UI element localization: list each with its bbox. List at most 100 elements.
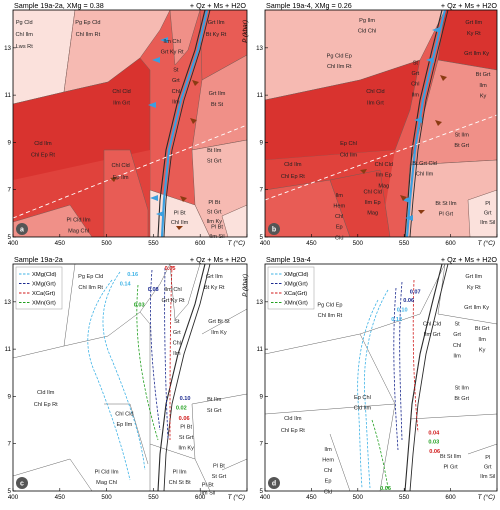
panel-a-field-label: Grt Ilm	[209, 91, 226, 97]
y-tick-label: 7	[8, 187, 12, 194]
panel-d-field-label: Grt	[484, 465, 492, 471]
panel-a-field-label: Chl Ilm	[16, 32, 34, 38]
panel-b-field-label: Chl Ep Rt	[281, 174, 305, 180]
panel-c-field-label: Ilm Ky	[178, 446, 194, 452]
panel-b-field-label: Cld Ilm	[284, 162, 302, 168]
panel-c-field-label: Ilm	[173, 351, 181, 357]
panel-d-isopleth-label: 0.10	[397, 307, 408, 313]
panel-b-field-label: Bt Grt Cld	[412, 161, 437, 167]
x-tick-label: 500	[353, 494, 364, 501]
x-tick-label: 500	[101, 494, 112, 501]
x-tick-label: 450	[306, 240, 317, 247]
panel-d-isopleth-label: 0.12	[391, 317, 402, 323]
y-tick-label: 7	[260, 187, 264, 194]
panel-b-label: b	[272, 227, 276, 234]
panel-c-field-label: Pl Bt	[180, 424, 192, 430]
panel-a-field-label: Ilm Chl	[163, 39, 180, 45]
panel-b-field-label: Cld	[335, 235, 343, 241]
panel-a-field-label: Pl Bt	[208, 200, 220, 206]
panel-c-field-label: Pl Cld Ilm	[95, 469, 119, 475]
panel-c-field-label: Grt Ilm	[206, 274, 223, 280]
panel-b-field-label: Chl Ilm	[416, 172, 434, 178]
panel-c-field-label: Pl Bt	[202, 482, 214, 488]
panel-d-field-label: Chl	[324, 468, 332, 474]
panel-a-field-label: Grt Ilm	[208, 20, 225, 26]
panel-b-fields	[265, 10, 497, 237]
panel-b: Sample 19a-4, XMg = 0.26 + Qz + Ms + H2O	[264, 1, 497, 241]
panel-c-field-label: Grt Bt St	[208, 319, 230, 325]
x-tick-label: 450	[55, 494, 66, 501]
panel-b-field-label: St	[413, 60, 419, 66]
panel-a-field-labels: Pg Cld Chl Ilm Lws Rt Pg Ep Cld Chl Ilm Rt Gr…	[16, 20, 227, 240]
panel-d-legend-entry: XMn(Grt)	[284, 301, 308, 307]
panel-d-field-label: St	[454, 321, 460, 327]
panel-b-field-label: Grt Ilm	[465, 20, 482, 26]
panel-d-field-label: Ilm	[324, 447, 332, 453]
panel-d-isopleth-label: 0.06	[403, 298, 414, 304]
panel-d-field-label: Ilm Sil	[480, 474, 495, 480]
panel-a: Sample 19a-2a, XMg = 0.38 + Qz + Ms + H2…	[12, 1, 248, 240]
panel-a-field-label: Pl Bt	[174, 211, 186, 217]
y-tick-label: 7	[260, 441, 264, 448]
panel-b-field-label: Chl Cld	[375, 162, 393, 168]
panel-b-field-label: Chl Ilm Rt	[327, 64, 352, 70]
x-tick-label: 450	[55, 240, 66, 247]
x-axis-label: T (°C)	[478, 239, 495, 247]
panel-c-field-label: Pl Ilm	[173, 469, 187, 475]
panel-c-legend-entry: XCa(Grt)	[32, 291, 55, 297]
panel-c-field-labels: Pg Ep Cld Chl Ilm Rt Ilm Chl Grt Ky Rt Grt I…	[34, 274, 230, 496]
panel-b-field-label: Pg Ilm	[359, 18, 375, 24]
panel-c-field-label: Ep Ilm	[116, 422, 132, 428]
panel-a-field-label: Bt Ilm	[207, 148, 222, 154]
panel-d-isopleth-labels: 0.07 0.06 0.10 0.12 0.04 0.03 0.06 0.06	[380, 290, 440, 492]
panel-b-field-label: Ky	[480, 93, 487, 99]
panel-d-isopleth-label: 0.07	[410, 290, 421, 296]
panel-c-isopleth-labels: 0.16 0.14 0.08 0.05 0.03 0.10 0.02 0.06	[120, 266, 191, 422]
panel-c-field-label: Mag Chl	[96, 480, 117, 486]
panel-b-field-label: Ilm	[479, 83, 487, 89]
panel-a-field-label: Ep Ilm	[113, 175, 129, 181]
panel-d: Sample 19a-4 + Qz + Ms + H2O	[264, 255, 497, 495]
panel-c-isopleth-label: 0.05	[165, 266, 176, 272]
panel-b-blue-arrows	[402, 27, 440, 221]
panel-b-field-label: Ilm	[336, 193, 344, 199]
panel-d-legend-entry: XMg(Cld)	[284, 272, 309, 278]
panel-c-field-label: Ilm Chl	[164, 287, 181, 293]
x-tick-label: 500	[101, 240, 112, 247]
y-tick-label: 5	[8, 488, 12, 495]
y-tick-label: 5	[260, 488, 264, 495]
panel-b-field-label: Chl Cld	[366, 89, 384, 95]
panel-b-field-label: Grt	[484, 211, 492, 217]
panel-c-isopleth-label: 0.02	[176, 405, 187, 411]
panel-a-field-label: Lws Rt	[16, 44, 34, 50]
x-tick-label: 400	[260, 494, 271, 501]
panel-a-field-label: Ilm Grt	[113, 101, 130, 107]
panel-c-legend-entry: XMg(Grt)	[32, 282, 56, 288]
panel-b-field-label: Ep	[336, 225, 343, 231]
x-axis-label: T (°C)	[478, 493, 495, 501]
panel-a-blue-arrows	[148, 37, 168, 217]
x-tick-label: 600	[195, 494, 206, 501]
y-tick-label: 11	[257, 346, 264, 353]
panel-b-field-label: Mag	[378, 183, 389, 189]
panel-d-isopleth-label: 0.03	[428, 440, 439, 446]
panel-b-field-label: Ilm Grt	[367, 101, 384, 107]
panel-b-field-label: Bt Grt	[476, 72, 491, 78]
panel-a-field-label: Mag Chl	[68, 228, 89, 234]
panel-c-isopleth-label: 0.08	[148, 287, 159, 293]
panel-d-field-label: Cld Ilm	[284, 416, 302, 422]
panel-c-isopleth-label: 0.16	[127, 272, 138, 278]
panel-a-field-label: Pl Cld Ilm	[67, 218, 91, 224]
x-tick-label: 500	[353, 240, 364, 247]
panel-d-field-label: St Ilm	[455, 385, 470, 391]
panel-d-field-label: Ky	[479, 347, 486, 353]
x-tick-label: 550	[399, 494, 410, 501]
panel-c-field-label: St Grt	[179, 435, 194, 441]
panel-a-field-label: Pg Ep Cld	[75, 20, 100, 26]
panel-a-field-label: Grt Ky Rt	[161, 50, 184, 56]
panel-d-field-label: Bt St Ilm	[440, 454, 461, 460]
panel-c-field-label: Bt Ky Rt	[204, 285, 225, 291]
panel-c-isopleth-label: 0.03	[134, 303, 145, 309]
panel-c-field-label: Chl Cld	[115, 411, 133, 417]
